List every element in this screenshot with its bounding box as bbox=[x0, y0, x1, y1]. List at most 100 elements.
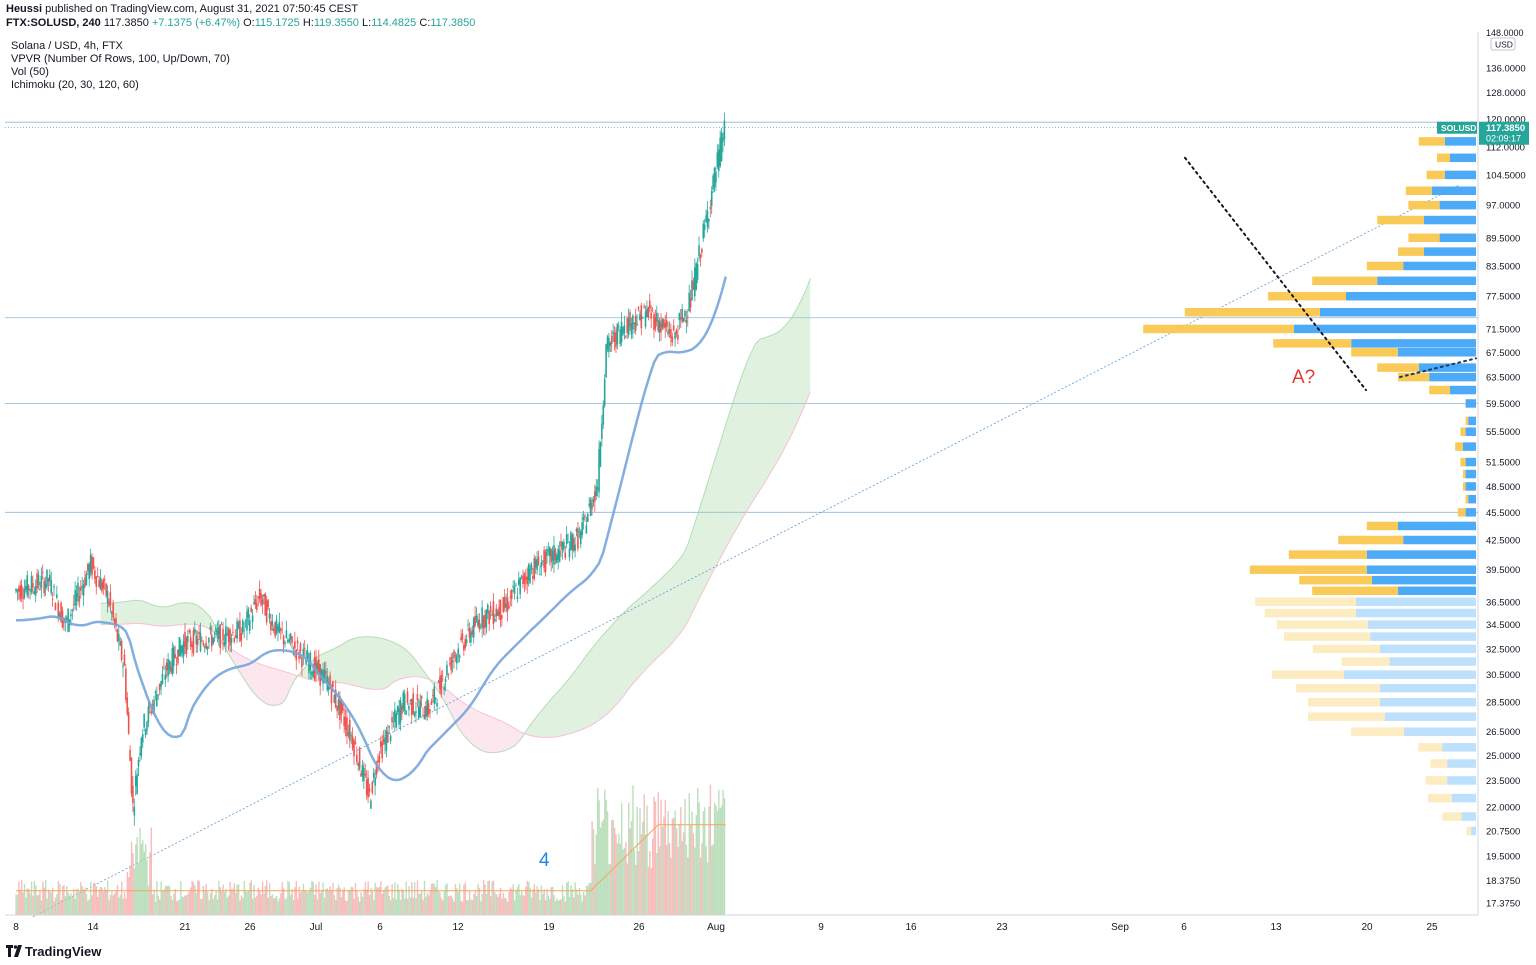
volume-bar bbox=[156, 881, 158, 915]
volume-bar bbox=[19, 890, 22, 915]
price-tick-label: 48.5000 bbox=[1486, 482, 1520, 493]
candle-body bbox=[450, 656, 452, 671]
candle-body bbox=[610, 335, 613, 345]
volume-bar bbox=[495, 894, 498, 915]
low-label: L: bbox=[362, 17, 372, 29]
volume-bar bbox=[228, 895, 230, 915]
volume-bar bbox=[677, 846, 679, 915]
volume-bar bbox=[116, 884, 119, 915]
symbol-name[interactable]: FTX:SOLUSD, 240 bbox=[6, 17, 101, 29]
volume-bar bbox=[235, 892, 237, 915]
candle-body bbox=[364, 773, 367, 776]
volume-bar bbox=[374, 882, 376, 915]
candle-body bbox=[571, 534, 574, 551]
price-tick-label: 23.5000 bbox=[1486, 776, 1520, 787]
candle-body bbox=[334, 689, 337, 708]
candle-body bbox=[277, 626, 279, 632]
candle-body bbox=[437, 680, 440, 683]
candle-body bbox=[553, 545, 555, 565]
candle-body bbox=[123, 654, 126, 666]
volume-bar bbox=[588, 883, 590, 915]
cloud-segment bbox=[231, 649, 236, 666]
candle-body bbox=[157, 694, 160, 696]
profile-up-row bbox=[1465, 482, 1476, 491]
candle-body bbox=[272, 628, 275, 632]
profile-up-row bbox=[1468, 494, 1476, 504]
candle-body bbox=[336, 705, 338, 712]
tradingview-logo[interactable]: TradingView bbox=[6, 944, 101, 959]
candle-body bbox=[513, 586, 516, 595]
profile-up-row bbox=[1366, 565, 1476, 574]
volume-bar bbox=[444, 884, 447, 915]
profile-down-row bbox=[1308, 712, 1385, 721]
candle-body bbox=[660, 322, 662, 333]
candle-body bbox=[503, 597, 506, 608]
candle-body bbox=[485, 610, 488, 628]
volume-bar bbox=[99, 886, 102, 915]
candle-body bbox=[50, 580, 53, 594]
candle-body bbox=[433, 686, 436, 704]
candle-body bbox=[719, 137, 721, 167]
legend-vol[interactable]: Vol (50) bbox=[11, 66, 49, 78]
candle-body bbox=[603, 379, 606, 406]
profile-down-row bbox=[1460, 457, 1466, 467]
candle-body bbox=[363, 768, 365, 782]
legend-ichimoku[interactable]: Ichimoku (20, 30, 120, 60) bbox=[11, 79, 139, 91]
volume-bar bbox=[587, 885, 589, 915]
candle-body bbox=[250, 607, 252, 612]
volume-bar bbox=[663, 816, 665, 915]
candle-body bbox=[685, 319, 688, 324]
candle-body bbox=[406, 691, 409, 703]
profile-down-row bbox=[1428, 793, 1452, 803]
candle-body bbox=[170, 666, 172, 672]
volume-bar bbox=[632, 785, 634, 915]
candle-body bbox=[637, 307, 640, 310]
candle-body bbox=[712, 175, 714, 190]
candle-body bbox=[244, 620, 247, 621]
profile-down-row bbox=[1264, 608, 1356, 618]
cloud-segment bbox=[662, 573, 667, 653]
profile-up-row bbox=[1346, 291, 1476, 301]
volume-bar bbox=[515, 889, 517, 915]
volume-bar bbox=[192, 882, 195, 915]
volume-bar bbox=[642, 821, 644, 915]
profile-down-row bbox=[1430, 759, 1448, 768]
profile-down-row bbox=[1437, 153, 1450, 163]
volume-bar bbox=[357, 896, 360, 915]
candle-body bbox=[356, 754, 358, 762]
cloud-segment bbox=[645, 589, 650, 670]
volume-bar bbox=[111, 890, 113, 915]
cloud-segment bbox=[510, 725, 515, 749]
candle-body bbox=[698, 245, 700, 257]
candle-body bbox=[682, 317, 685, 322]
cloud-segment bbox=[552, 692, 557, 738]
cloud-segment bbox=[151, 604, 156, 626]
cloud-segment bbox=[506, 723, 511, 751]
candle-body bbox=[203, 647, 206, 648]
volume-bar bbox=[119, 894, 122, 915]
volume-bar bbox=[371, 891, 374, 915]
cloud-segment bbox=[768, 334, 773, 477]
candle-body bbox=[479, 626, 482, 628]
candle-body bbox=[367, 777, 369, 798]
time-tick-label: 26 bbox=[244, 922, 256, 933]
volume-bar bbox=[197, 880, 199, 915]
volume-bar bbox=[140, 843, 143, 915]
candle-body bbox=[615, 331, 617, 348]
volume-bar bbox=[280, 893, 282, 915]
publisher-name[interactable]: Heussi bbox=[6, 3, 43, 15]
legend-title[interactable]: Solana / USD, 4h, FTX bbox=[11, 40, 123, 52]
candle-body bbox=[478, 619, 481, 629]
volume-bar bbox=[321, 890, 323, 915]
volume-bar bbox=[291, 888, 293, 915]
cloud-segment bbox=[628, 603, 633, 690]
candle-body bbox=[30, 576, 33, 593]
profile-up-row bbox=[1418, 363, 1476, 372]
candle-body bbox=[94, 570, 96, 579]
volume-bar bbox=[118, 897, 120, 915]
legend-vpvr[interactable]: VPVR (Number Of Rows, 100, Up/Down, 70) bbox=[11, 53, 230, 65]
volume-bar bbox=[75, 889, 78, 915]
volume-bar bbox=[511, 889, 513, 915]
volume-bar bbox=[304, 891, 306, 915]
